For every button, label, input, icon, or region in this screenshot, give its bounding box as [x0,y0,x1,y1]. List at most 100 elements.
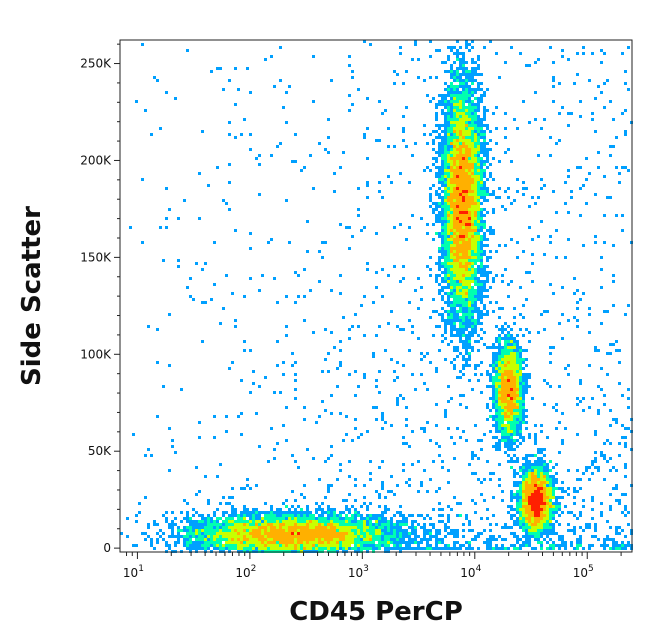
data-point [435,529,438,532]
data-point [240,514,243,517]
data-point [519,367,522,370]
data-point [333,514,336,517]
data-point [498,415,501,418]
data-point [462,58,465,61]
data-point [459,199,462,202]
data-point [465,160,468,163]
data-point [483,235,486,238]
data-point [465,172,468,175]
data-point [288,535,291,538]
data-point [480,316,483,319]
data-point [579,400,582,403]
data-point [450,274,453,277]
data-point [546,526,549,529]
data-point [162,385,165,388]
data-point [303,295,306,298]
data-point [228,517,231,520]
data-point [459,274,462,277]
data-point [324,517,327,520]
data-point [462,115,465,118]
data-point [408,535,411,538]
data-point [216,520,219,523]
data-point [534,424,537,427]
data-point [603,214,606,217]
data-point [591,544,594,547]
data-point [300,508,303,511]
data-point [456,208,459,211]
data-point [513,448,516,451]
data-point [402,541,405,544]
data-point [354,514,357,517]
data-point [627,169,630,172]
data-point [534,91,537,94]
data-point [189,538,192,541]
data-point [294,133,297,136]
data-point [474,136,477,139]
data-point [423,382,426,385]
data-point [459,436,462,439]
data-point [537,538,540,541]
data-point [456,52,459,55]
data-point [561,481,564,484]
data-point [318,535,321,538]
data-point [438,514,441,517]
data-point [522,334,525,337]
data-point [240,523,243,526]
data-point [474,205,477,208]
data-point [381,268,384,271]
data-point [447,259,450,262]
data-point [459,304,462,307]
data-point [588,307,591,310]
data-point [414,520,417,523]
data-point [237,541,240,544]
data-point [492,178,495,181]
data-point [477,205,480,208]
data-point [279,544,282,547]
data-point [462,259,465,262]
data-point [441,319,444,322]
data-point [435,442,438,445]
data-point [168,535,171,538]
data-point [387,274,390,277]
data-point [441,175,444,178]
data-point [486,271,489,274]
data-point [393,532,396,535]
data-point [282,424,285,427]
data-point [456,151,459,154]
data-point [327,151,330,154]
data-point [354,523,357,526]
data-point [480,532,483,535]
data-point [363,502,366,505]
data-point [555,520,558,523]
data-point [378,493,381,496]
data-point [435,49,438,52]
data-point [459,58,462,61]
data-point [438,181,441,184]
data-point [270,517,273,520]
data-point [585,202,588,205]
data-point [294,460,297,463]
y-tick-label: 250K [80,57,112,71]
data-point [339,364,342,367]
data-point [522,472,525,475]
data-point [456,79,459,82]
data-point [495,352,498,355]
data-point [495,412,498,415]
data-point [465,286,468,289]
data-point [570,541,573,544]
data-point [489,430,492,433]
data-point [366,547,369,550]
data-point [243,505,246,508]
data-point [627,46,630,49]
data-point [420,373,423,376]
data-point [444,310,447,313]
data-point [192,541,195,544]
data-point [297,535,300,538]
data-point [522,496,525,499]
data-point [330,514,333,517]
data-point [156,538,159,541]
data-point [378,517,381,520]
data-point [465,268,468,271]
data-point [609,424,612,427]
data-point [291,529,294,532]
